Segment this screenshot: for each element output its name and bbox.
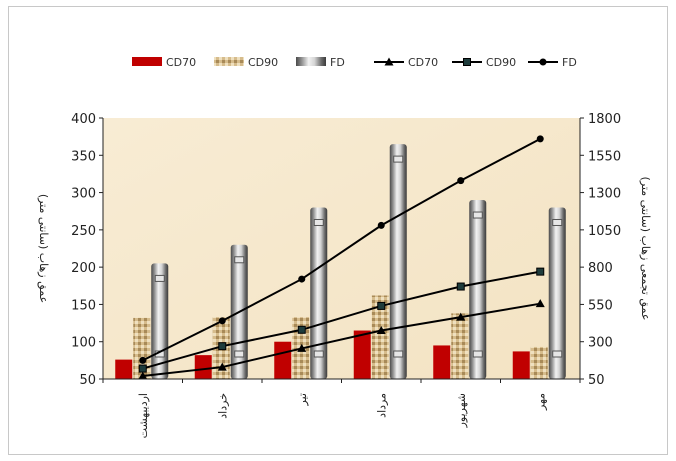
legend-bar-cylinder (296, 57, 326, 66)
legend-label-4: CD90 (486, 56, 516, 69)
left-tick-label-2: 150 (71, 298, 96, 313)
bar-cd90-5 (530, 346, 548, 379)
bar-cd70-1 (194, 355, 212, 379)
point-cd70-3 (376, 326, 386, 335)
y-axis-left-title: عمق زهاب (سانتی متر) (36, 194, 50, 303)
x-tick-label-2: تیر (296, 393, 309, 406)
y-axis-right-title: عمق تجمعی زهاب (سانتی متر) (638, 177, 652, 321)
legend-label-0: CD70 (166, 56, 196, 69)
bar-cd90-0 (133, 317, 151, 379)
point-fd-5 (536, 135, 544, 143)
point-cd90-2 (297, 325, 306, 334)
bar-cap-4 (472, 211, 483, 219)
right-tick-label-5: 1300 (588, 187, 621, 202)
x-tick-label-5: مهر (534, 393, 547, 411)
legend-label-5: FD (562, 56, 577, 69)
left-tick-label-1: 100 (71, 336, 96, 351)
bar-fd-4 (469, 200, 487, 379)
line-cd90-square (142, 270, 541, 370)
bar-cap-5 (552, 218, 563, 226)
left-tick-label-6: 350 (71, 149, 96, 164)
bar-base-5 (552, 350, 563, 358)
point-fd-3 (377, 221, 385, 229)
point-cd90-1 (218, 342, 227, 351)
bar-base-3 (393, 350, 404, 358)
bar-cd90-3 (371, 295, 389, 379)
bar-base-4 (472, 350, 483, 358)
bar-fd-5 (548, 207, 566, 379)
bar-cd70-4 (433, 345, 451, 379)
left-tick-label-3: 200 (71, 261, 96, 276)
point-fd-1 (218, 317, 226, 325)
bar-cd70-3 (353, 330, 371, 379)
legend-label-2: FD (330, 56, 345, 69)
point-fd-4 (457, 177, 465, 185)
left-tick-label-4: 250 (71, 224, 96, 239)
legend-bar-tan (214, 57, 244, 66)
right-tick-label-7: 1800 (588, 112, 621, 127)
point-cd90-3 (377, 301, 386, 310)
legend-line-triangle-marker (384, 57, 394, 66)
point-fd-0 (139, 356, 147, 364)
bar-cd70-5 (512, 351, 530, 379)
left-tick-label-7: 400 (71, 112, 96, 127)
bar-cd90-4 (451, 313, 469, 379)
bar-base-1 (234, 350, 245, 358)
right-tick-label-0: 50 (588, 373, 605, 388)
bar-cd70-2 (274, 341, 292, 379)
legend-line-circle-marker (539, 58, 547, 66)
bar-cap-0 (154, 274, 165, 282)
bar-cd70-0 (115, 359, 133, 379)
right-tick-label-2: 550 (588, 298, 613, 313)
x-tick-label-1: خرداد (216, 393, 229, 419)
x-tick-label-0: اردیبهشت (137, 393, 150, 438)
bar-fd-2 (310, 207, 328, 379)
point-cd70-5 (535, 299, 545, 308)
right-tick-label-4: 1050 (588, 224, 621, 239)
right-tick-label-3: 800 (588, 261, 613, 276)
x-tick-label-3: مرداد (375, 393, 388, 418)
point-cd90-5 (536, 267, 545, 276)
x-tick-label-4: شهریور (455, 393, 468, 428)
line-cd70-triangle (142, 302, 541, 378)
point-cd90-0 (138, 364, 147, 373)
bar-base-2 (313, 350, 324, 358)
left-tick-label-5: 300 (71, 187, 96, 202)
bar-cap-2 (313, 218, 324, 226)
legend-bar-red (132, 57, 162, 66)
bar-cap-1 (234, 256, 245, 264)
legend-label-3: CD70 (408, 56, 438, 69)
point-fd-2 (298, 275, 306, 283)
bar-fd-3 (389, 144, 407, 379)
legend-label-1: CD90 (248, 56, 278, 69)
point-cd90-4 (456, 282, 465, 291)
right-tick-label-1: 300 (588, 336, 613, 351)
bar-cap-3 (393, 155, 404, 163)
point-cd70-2 (297, 343, 307, 352)
legend-line-square-marker (463, 58, 471, 66)
left-tick-label-0: 50 (79, 373, 96, 388)
point-cd70-0 (138, 371, 148, 380)
right-tick-label-6: 1550 (588, 149, 621, 164)
point-cd70-4 (456, 312, 466, 321)
line-fd-circle (142, 137, 541, 362)
plot-area (103, 118, 580, 379)
point-cd70-1 (217, 362, 227, 371)
